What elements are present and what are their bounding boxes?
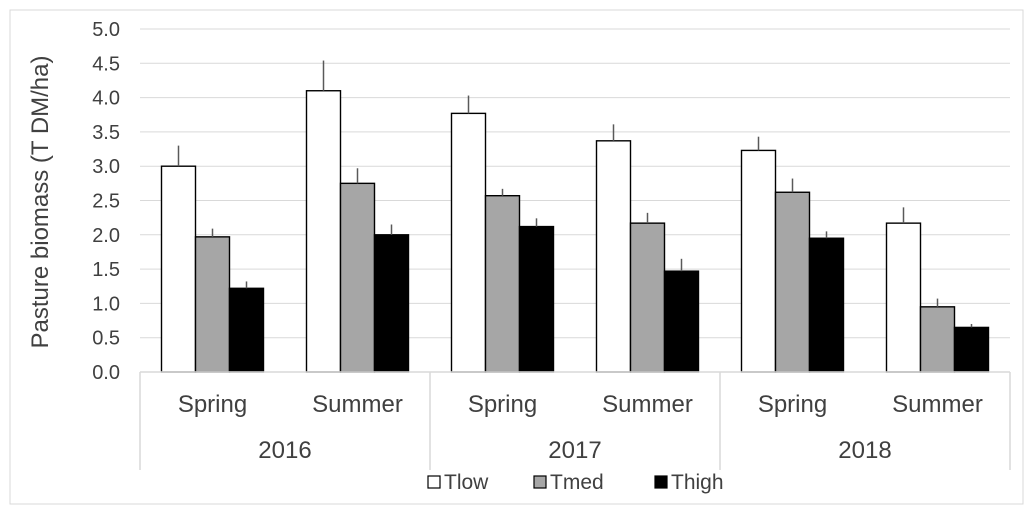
y-tick-label: 4.0 <box>92 88 120 110</box>
bar-tlow <box>885 222 922 373</box>
bar-tmed <box>194 236 231 373</box>
y-tick-label: 2.5 <box>92 191 120 213</box>
bars <box>160 60 990 373</box>
bar-tlow <box>595 140 632 373</box>
bar-tmed <box>919 306 956 373</box>
category-label: Summer <box>312 391 403 418</box>
bar-thigh <box>228 287 265 373</box>
bar-tmed <box>629 222 666 373</box>
y-tick-label: 0.5 <box>92 328 120 350</box>
y-axis-tick-labels: 0.0 0.5 1.0 1.5 2.0 2.5 3.0 3.5 4.0 4.5 5.0 <box>92 19 120 384</box>
legend-swatch-tmed <box>533 475 547 489</box>
y-tick-label: 2.0 <box>92 225 120 247</box>
bar-thigh <box>808 237 845 373</box>
legend-label-thigh: Thigh <box>671 471 724 494</box>
legend-label-tmed: Tmed <box>550 471 604 494</box>
category-label: Summer <box>602 391 693 418</box>
bar-tlow <box>740 149 777 373</box>
y-tick-label: 1.0 <box>92 293 120 315</box>
y-tick-label: 1.5 <box>92 259 120 281</box>
gridlines <box>140 28 1010 339</box>
y-axis-label: Pasture biomass (T DM/ha) <box>27 56 54 349</box>
y-tick-label: 4.5 <box>92 53 120 75</box>
y-tick-label: 5.0 <box>92 19 120 41</box>
y-tick-label: 0.0 <box>92 362 120 384</box>
bar-thigh <box>663 270 700 373</box>
bar-thigh <box>373 234 410 373</box>
bar-thigh <box>953 326 990 373</box>
category-label: Spring <box>468 391 537 418</box>
group-label: 2017 <box>548 437 601 464</box>
y-tick-label: 3.5 <box>92 122 120 144</box>
group-label: 2016 <box>258 437 311 464</box>
bar-tlow <box>450 112 487 373</box>
bar-thigh <box>518 225 555 373</box>
bar-tlow <box>305 90 342 373</box>
legend-swatch-thigh <box>654 475 668 489</box>
category-label: Spring <box>178 391 247 418</box>
bar-tlow <box>160 165 197 373</box>
bar-tmed <box>339 182 376 373</box>
legend-label-tlow: Tlow <box>444 471 489 494</box>
category-label: Summer <box>892 391 983 418</box>
bar-tmed <box>484 194 521 373</box>
group-label: 2018 <box>838 437 891 464</box>
y-tick-label: 3.0 <box>92 156 120 178</box>
legend-swatch-tlow <box>427 475 441 489</box>
category-label: Spring <box>758 391 827 418</box>
legend: Tlow Tmed Thigh <box>427 471 724 494</box>
bar-tmed <box>774 191 811 373</box>
